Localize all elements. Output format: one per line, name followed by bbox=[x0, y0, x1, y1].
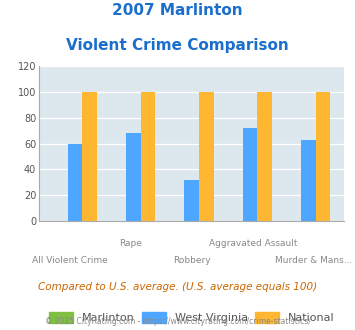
Bar bbox=[301, 140, 316, 221]
Text: Rape: Rape bbox=[119, 239, 142, 248]
Legend: Marlinton, West Virginia, National: Marlinton, West Virginia, National bbox=[49, 312, 335, 323]
Text: Aggravated Assault: Aggravated Assault bbox=[208, 239, 297, 248]
Bar bbox=[184, 180, 199, 221]
Bar bbox=[243, 128, 257, 221]
Text: © 2025 CityRating.com - https://www.cityrating.com/crime-statistics/: © 2025 CityRating.com - https://www.city… bbox=[45, 317, 310, 326]
Bar bbox=[67, 144, 82, 221]
Text: Murder & Mans...: Murder & Mans... bbox=[275, 256, 353, 265]
Text: Compared to U.S. average. (U.S. average equals 100): Compared to U.S. average. (U.S. average … bbox=[38, 282, 317, 292]
Text: Violent Crime Comparison: Violent Crime Comparison bbox=[66, 38, 289, 53]
Bar bbox=[316, 92, 331, 221]
Bar bbox=[141, 92, 155, 221]
Bar bbox=[126, 133, 141, 221]
Text: Robbery: Robbery bbox=[173, 256, 211, 265]
Bar bbox=[199, 92, 214, 221]
Bar bbox=[82, 92, 97, 221]
Bar bbox=[257, 92, 272, 221]
Text: All Violent Crime: All Violent Crime bbox=[32, 256, 108, 265]
Text: 2007 Marlinton: 2007 Marlinton bbox=[112, 3, 243, 18]
